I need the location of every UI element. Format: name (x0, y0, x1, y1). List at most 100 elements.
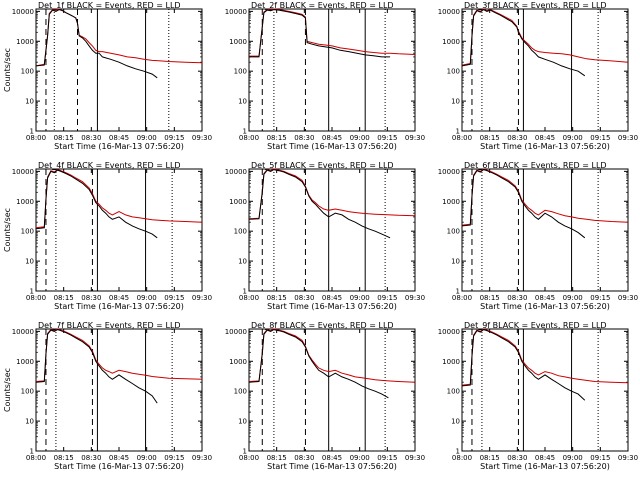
x-axis-label: Start Time (16-Mar-13 07:56:20) (267, 462, 397, 471)
y-tick-label: 10000 (438, 328, 460, 336)
y-tick-label: 100 (234, 68, 247, 76)
x-tick-label: 08:15 (267, 454, 287, 462)
x-tick-label: 08:30 (507, 294, 527, 302)
chart-svg-7: Det_7f BLACK = Events, RED = LLD 1 10 100 10… (3, 321, 212, 471)
x-tick-label: 09:15 (377, 294, 397, 302)
x-tick-label: 09:30 (192, 134, 212, 142)
y-tick-label: 1 (243, 288, 247, 296)
y-tick-label: 100 (21, 228, 34, 236)
x-tick-label: 09:15 (164, 294, 184, 302)
y-tick-label: 1 (30, 288, 34, 296)
chart-svg-3: Det_3f BLACK = Events, RED = LLD 1 10 100 10… (438, 1, 638, 151)
y-tick-label: 10 (238, 98, 247, 106)
x-tick-label: 08:00 (452, 454, 472, 462)
y-tick-label: 1000 (229, 358, 247, 366)
x-tick-label: 09:00 (563, 454, 583, 462)
y-tick-label: 1000 (16, 198, 34, 206)
x-tick-label: 08:45 (109, 134, 129, 142)
series-events-line (248, 329, 389, 399)
plot-frame (35, 168, 203, 292)
x-tick-label: 08:00 (26, 134, 46, 142)
y-tick-label: 10 (451, 258, 460, 266)
x-tick-label: 08:45 (535, 294, 555, 302)
x-tick-label: 08:00 (26, 454, 46, 462)
plot-frame (35, 8, 203, 132)
x-tick-label: 09:30 (192, 454, 212, 462)
chart-panel-3: Det_3f BLACK = Events, RED = LLD 1 10 100 10… (426, 0, 639, 160)
y-tick-label: 10000 (438, 8, 460, 16)
x-tick-label: 09:15 (377, 134, 397, 142)
chart-panel-8: Det_8f BLACK = Events, RED = LLD 1 10 100 10… (213, 320, 426, 480)
y-tick-label: 1000 (229, 38, 247, 46)
x-tick-label: 09:30 (618, 294, 638, 302)
series-events-line (35, 329, 158, 404)
x-tick-label: 09:30 (405, 454, 425, 462)
chart-title: Det_9f BLACK = Events, RED = LLD (464, 321, 607, 330)
y-axis-label: Counts/sec (3, 48, 12, 92)
x-tick-label: 09:00 (350, 454, 370, 462)
x-tick-label: 09:15 (164, 454, 184, 462)
chart-title: Det_1f BLACK = Events, RED = LLD (38, 1, 181, 10)
x-tick-label: 08:30 (507, 454, 527, 462)
x-tick-label: 08:45 (535, 134, 555, 142)
chart-svg-8: Det_8f BLACK = Events, RED = LLD 1 10 100 10… (225, 321, 425, 471)
x-tick-label: 08:15 (54, 294, 74, 302)
x-tick-label: 08:30 (507, 134, 527, 142)
x-tick-label: 08:45 (109, 294, 129, 302)
x-tick-label: 08:00 (239, 294, 259, 302)
y-tick-label: 100 (447, 68, 460, 76)
series-events-line (461, 329, 586, 401)
x-tick-label: 08:30 (81, 134, 101, 142)
x-tick-label: 08:30 (81, 454, 101, 462)
chart-panel-1: Det_1f BLACK = Events, RED = LLD 1 10 100 10… (0, 0, 213, 160)
y-tick-label: 1 (30, 128, 34, 136)
chart-title: Det_3f BLACK = Events, RED = LLD (464, 1, 607, 10)
x-tick-label: 09:30 (618, 454, 638, 462)
plot-frame (461, 168, 629, 292)
y-tick-label: 10 (25, 418, 34, 426)
chart-svg-5: Det_5f BLACK = Events, RED = LLD 1 10 100 10… (225, 161, 425, 311)
x-tick-label: 08:00 (452, 294, 472, 302)
x-tick-label: 08:15 (267, 294, 287, 302)
chart-panel-6: Det_6f BLACK = Events, RED = LLD 1 10 100 10… (426, 160, 639, 320)
y-tick-label: 1 (456, 128, 460, 136)
x-axis-label: Start Time (16-Mar-13 07:56:20) (267, 302, 397, 311)
x-tick-label: 09:15 (164, 134, 184, 142)
x-tick-label: 09:00 (350, 134, 370, 142)
y-tick-label: 1000 (442, 358, 460, 366)
x-tick-label: 09:30 (192, 294, 212, 302)
series-lld-line (248, 168, 416, 220)
y-tick-label: 1000 (442, 198, 460, 206)
x-tick-label: 08:30 (294, 294, 314, 302)
series-events-line (35, 9, 158, 79)
x-axis-label: Start Time (16-Mar-13 07:56:20) (480, 142, 610, 151)
x-tick-label: 08:15 (480, 454, 500, 462)
chart-title: Det_2f BLACK = Events, RED = LLD (251, 1, 394, 10)
x-tick-label: 08:30 (294, 454, 314, 462)
y-tick-label: 1000 (16, 38, 34, 46)
y-tick-label: 10000 (225, 8, 247, 16)
y-tick-label: 10 (25, 98, 34, 106)
y-tick-label: 10 (238, 418, 247, 426)
y-tick-label: 1 (456, 448, 460, 456)
y-tick-label: 10000 (438, 168, 460, 176)
x-tick-label: 09:00 (137, 294, 157, 302)
x-tick-label: 08:15 (267, 134, 287, 142)
series-lld-line (249, 8, 416, 57)
x-tick-label: 08:15 (480, 134, 500, 142)
x-tick-label: 09:00 (563, 134, 583, 142)
plot-frame (461, 8, 629, 132)
y-tick-label: 1000 (442, 38, 460, 46)
x-tick-label: 08:45 (322, 134, 342, 142)
x-tick-label: 09:00 (137, 454, 157, 462)
series-events-line (35, 169, 158, 239)
y-axis-label: Counts/sec (3, 368, 12, 412)
x-axis-label: Start Time (16-Mar-13 07:56:20) (480, 302, 610, 311)
series-lld-line (461, 168, 629, 226)
y-tick-label: 1 (243, 128, 247, 136)
x-tick-label: 09:15 (377, 454, 397, 462)
x-tick-label: 08:45 (535, 454, 555, 462)
y-tick-label: 1 (456, 288, 460, 296)
series-events-line (461, 169, 586, 239)
